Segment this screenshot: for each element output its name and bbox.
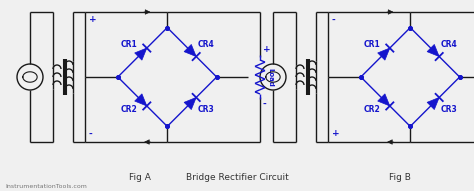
Polygon shape [427,97,439,110]
Text: +: + [263,45,271,54]
Text: -: - [332,15,336,24]
Text: Fig A: Fig A [129,173,151,182]
Text: CR3: CR3 [440,105,457,114]
Text: CR4: CR4 [198,40,214,49]
Text: +: + [89,15,97,24]
Text: +: + [332,129,340,138]
Text: -: - [263,100,267,108]
Text: Load: Load [267,68,273,87]
Polygon shape [378,48,390,60]
Text: InstrumentationTools.com: InstrumentationTools.com [5,185,87,189]
Polygon shape [135,94,147,106]
Text: Bridge Rectifier Circuit: Bridge Rectifier Circuit [186,173,288,182]
Text: CR1: CR1 [363,40,380,49]
Polygon shape [427,45,439,57]
Text: Fig B: Fig B [389,173,411,182]
Polygon shape [378,94,390,106]
Text: CR2: CR2 [363,105,380,114]
Polygon shape [135,48,147,60]
Text: CR1: CR1 [120,40,137,49]
Text: CR3: CR3 [198,105,214,114]
Text: CR4: CR4 [440,40,457,49]
Text: -: - [89,129,93,138]
Text: CR2: CR2 [120,105,137,114]
Polygon shape [184,97,196,110]
Polygon shape [184,45,196,57]
